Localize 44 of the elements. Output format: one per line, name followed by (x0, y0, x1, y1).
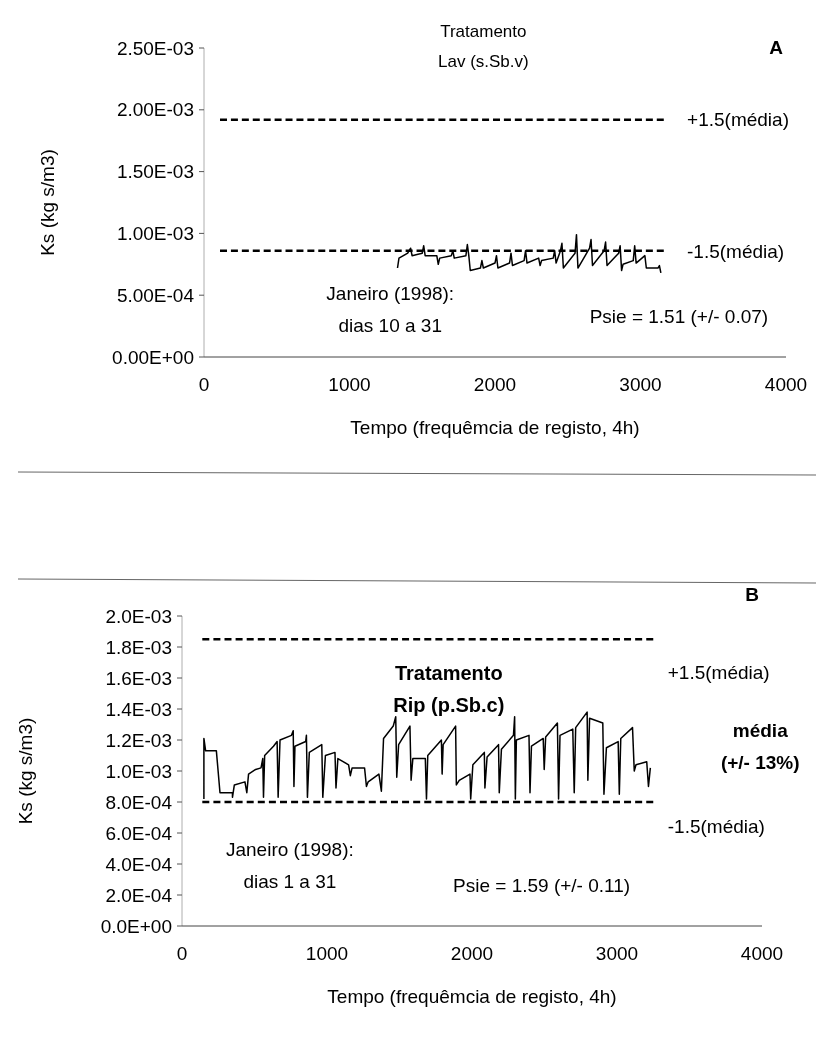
y-tick-label: 2.0E-04 (105, 884, 173, 906)
y-tick-label: 1.8E-03 (105, 636, 172, 658)
y-tick-label: 5.00E-04 (116, 284, 195, 306)
x-tick-label: 1000 (328, 374, 371, 395)
chart-title: Tratamento Lav (s.Sb.v) (438, 22, 529, 71)
y-tick-label: 1.6E-03 (105, 667, 172, 689)
x-tick-label: 1000 (305, 943, 349, 964)
x-tick-label: 2000 (473, 374, 517, 395)
x-tick-label: 4000 (740, 943, 784, 964)
x-tick-label: 4000 (764, 374, 808, 395)
x-tick-label: 3000 (595, 943, 639, 964)
y-tick-label: 1.0E-03 (105, 760, 172, 782)
y-tick-label: 1.2E-03 (105, 729, 172, 751)
y-tick-label: 0.0E+00 (100, 915, 172, 937)
y-tick-label: 2.50E-03 (116, 37, 194, 59)
text: B (745, 583, 760, 605)
annotation: +1.5(média) (687, 109, 789, 131)
x-axis-title: Tempo (frequêmcia de registo, 4h) (327, 986, 617, 1007)
y-tick-label: 2.0E-03 (105, 605, 172, 627)
annotation: Psie = 1.51 (+/- 0.07) (589, 306, 769, 328)
annotation: -1.5(média) (667, 816, 765, 837)
annotation: Janeiro (1998): dias 10 a 31 (326, 282, 455, 336)
annotation: +1.5(média) (667, 661, 770, 683)
y-tick-label: 8.0E-04 (105, 791, 173, 813)
x-axis-title: Tempo (frequêmcia de registo, 4h) (350, 417, 640, 438)
annotation: Psie = 1.59 (+/- 0.11) (453, 874, 631, 896)
y-tick-label: 1.4E-03 (105, 698, 172, 720)
x-tick-label: 0 (198, 374, 210, 395)
y-tick-label: 1.00E-03 (116, 223, 194, 245)
annotation: A (769, 37, 784, 59)
x-tick-label: 2000 (450, 943, 494, 964)
y-axis-title: Ks (kg s/m3) (15, 717, 36, 825)
annotation: -1.5(média) (687, 240, 785, 262)
y-axis-title: Ks (kg s/m3) (37, 149, 58, 256)
y-tick-label: 2.00E-03 (116, 99, 194, 121)
annotation: média (+/- 13%) (720, 719, 800, 773)
y-tick-label: 1.50E-03 (116, 161, 194, 183)
annotation: Janeiro (1998): dias 1 a 31 (225, 838, 354, 892)
y-tick-label: 6.0E-04 (105, 822, 173, 844)
text: Tratamento Rip (p.Sb.c) (393, 662, 505, 716)
y-tick-label: 4.0E-04 (105, 853, 173, 875)
y-tick-label: 0.00E+00 (112, 346, 194, 368)
x-tick-label: 3000 (619, 374, 662, 395)
x-tick-label: 0 (176, 943, 188, 964)
